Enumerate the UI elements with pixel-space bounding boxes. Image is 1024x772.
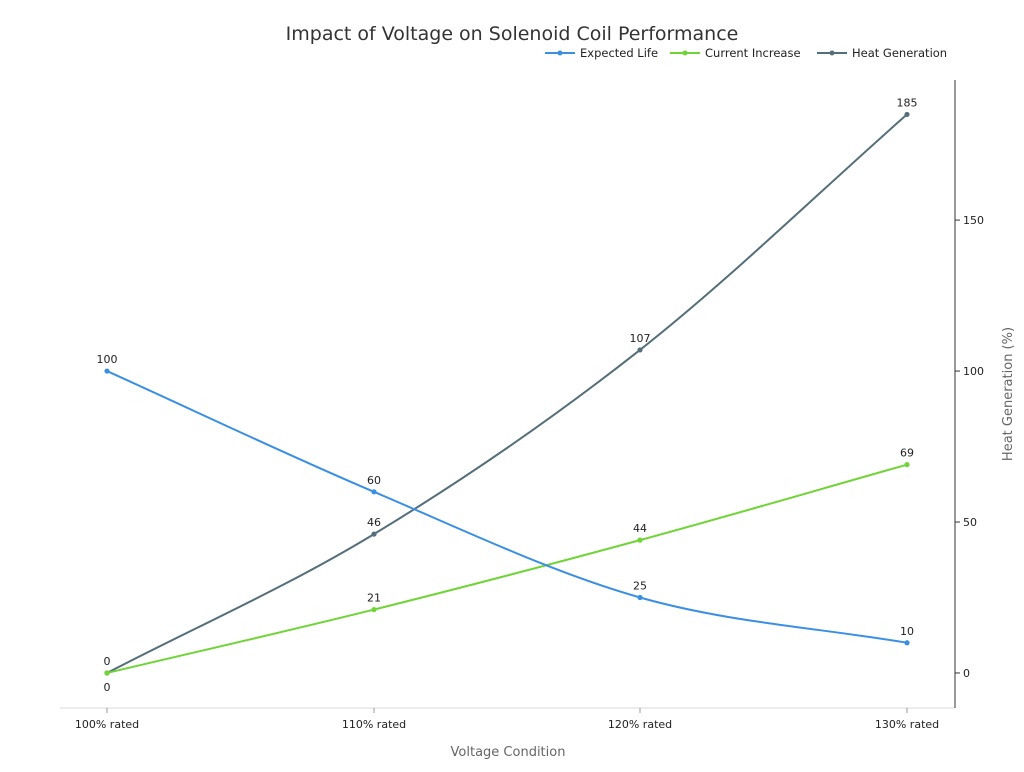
point-current-increase <box>371 606 377 613</box>
point-expected-life <box>371 489 377 495</box>
point-heat-generation <box>637 347 643 353</box>
x-axis-label: Voltage Condition <box>451 745 566 760</box>
point-current-increase <box>637 537 643 543</box>
data-label-current-increase: 44 <box>633 522 647 535</box>
legend-marker-expected-life <box>557 50 563 56</box>
x-tick-label: 100% rated <box>75 718 139 731</box>
line-expected-life <box>106 370 908 644</box>
point-expected-life <box>637 594 643 601</box>
point-expected-life <box>104 368 110 374</box>
legend-marker-heat-generation <box>829 50 835 56</box>
y-tick-label: 100 <box>963 365 984 378</box>
data-label-heat-generation: 46 <box>367 516 381 529</box>
data-label-expected-life: 60 <box>367 474 381 487</box>
data-label-expected-life: 10 <box>900 625 914 638</box>
legend-marker-current-increase <box>682 50 688 56</box>
line-current-increase <box>106 463 908 674</box>
legend-label-current-increase: Current Increase <box>705 46 801 60</box>
data-label-expected-life: 25 <box>633 579 647 592</box>
legend-label-heat-generation: Heat Generation <box>852 46 947 60</box>
data-label-current-increase: 21 <box>367 592 381 605</box>
legend-label-expected-life: Expected Life <box>580 46 658 60</box>
point-heat-generation <box>371 531 377 537</box>
x-tick-label: 130% rated <box>875 718 939 731</box>
y-tick-label: 50 <box>963 516 977 529</box>
data-label-heat-generation: 0 <box>104 655 111 668</box>
chart-title: Impact of Voltage on Solenoid Coil Perfo… <box>286 23 739 45</box>
x-tick-label: 110% rated <box>342 718 406 731</box>
x-tick-label: 120% rated <box>608 718 672 731</box>
data-label-current-increase: 69 <box>900 447 914 460</box>
data-label-current-increase: 0 <box>104 681 111 694</box>
line-heat-generation <box>106 113 908 674</box>
y-axis-label: Heat Generation (%) <box>1001 327 1016 461</box>
y-tick-label: 150 <box>963 214 984 227</box>
legend: Expected Life Current Increase Heat Genera… <box>545 46 947 60</box>
point-expected-life <box>904 640 910 646</box>
y-tick-label: 0 <box>963 667 970 680</box>
data-label-heat-generation: 185 <box>897 96 918 109</box>
data-label-expected-life: 100 <box>97 353 118 366</box>
point-current-increase <box>904 462 910 468</box>
data-label-heat-generation: 107 <box>630 332 651 345</box>
point-current-increase <box>104 670 110 676</box>
point-heat-generation <box>904 111 910 118</box>
